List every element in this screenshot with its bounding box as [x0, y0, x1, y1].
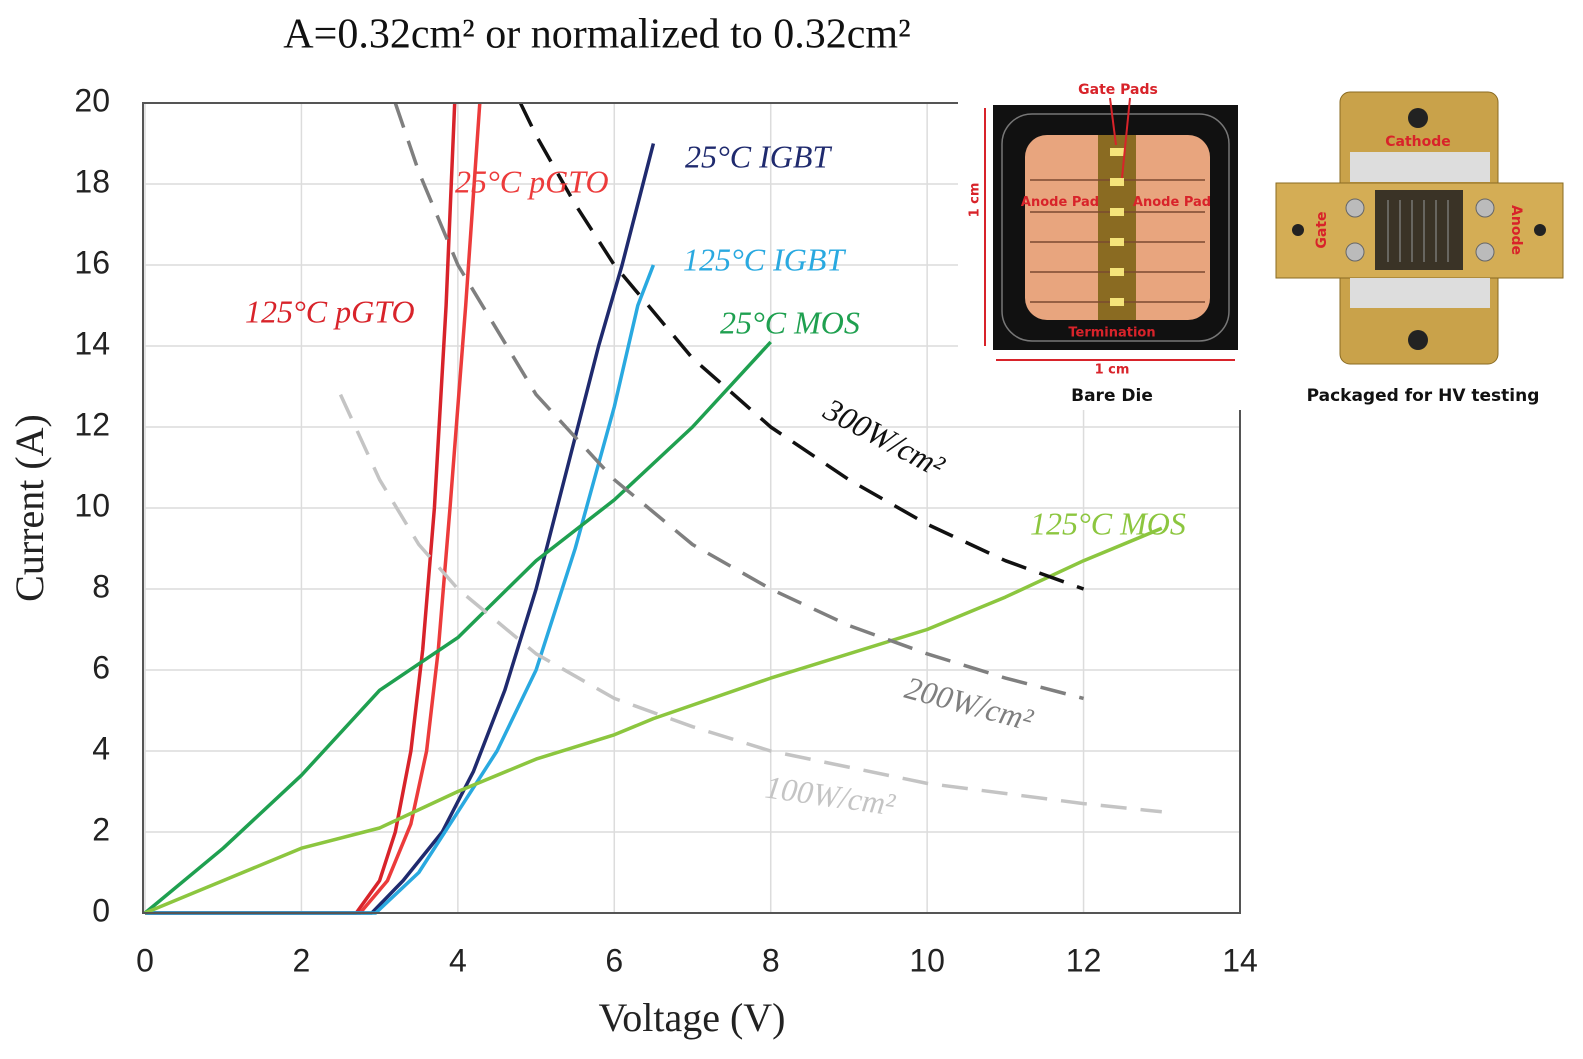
- y-tick-label: 2: [92, 811, 110, 847]
- label-anode-left: Anode Pad: [1021, 195, 1099, 210]
- y-tick-label: 20: [74, 82, 110, 118]
- label-scale-h: 1 cm: [1095, 363, 1130, 378]
- series-line: [393, 102, 1085, 701]
- series-line: [145, 102, 457, 915]
- x-tick-label: 12: [1066, 942, 1102, 978]
- y-tick-label: 14: [74, 325, 110, 361]
- label-text: Anode Pad: [1133, 195, 1211, 210]
- grid: [144, 102, 1241, 914]
- y-tick-label: 18: [74, 163, 110, 199]
- series-line: [145, 143, 656, 915]
- x-tick-label: 0: [136, 942, 154, 978]
- x-tick-label: 10: [909, 942, 945, 978]
- gate-strip: [1098, 135, 1136, 320]
- series-line: [518, 102, 1085, 591]
- y-tick-label: 6: [92, 649, 110, 685]
- bond-wires: [1387, 200, 1449, 262]
- y-axis-label: Current (A): [7, 414, 52, 602]
- label-gate: Gate: [1314, 211, 1330, 248]
- plot-lines: [143, 102, 1163, 915]
- x-tick-label: 4: [449, 942, 467, 978]
- label-gate-pads: Gate Pads: [1078, 82, 1158, 98]
- x-tick-label: 8: [762, 942, 780, 978]
- series-line: [338, 393, 1162, 814]
- series-label: 25°C MOS: [720, 304, 860, 340]
- screws: [1292, 108, 1546, 350]
- chart-title: A=0.32cm² or normalized to 0.32cm²: [283, 12, 910, 58]
- series-label: 125°C MOS: [1030, 505, 1186, 541]
- y-tick-label: 4: [92, 730, 110, 766]
- series-line: [145, 102, 482, 915]
- y-tick-label: 16: [74, 244, 110, 280]
- insulator-top: [1350, 152, 1490, 182]
- gate-pads: [1110, 148, 1124, 306]
- die-ring: [1001, 113, 1230, 342]
- plot-frame: [142, 102, 1241, 914]
- label-anode: Anode: [1508, 205, 1524, 255]
- x-tick-label: 14: [1222, 942, 1258, 978]
- series-label: 25°C IGBT: [685, 138, 832, 174]
- series-line: [143, 340, 772, 915]
- x-tick-label: 2: [293, 942, 311, 978]
- series-label: 100W/cm²: [763, 769, 899, 823]
- label-anode-right: Anode Pad: [1133, 195, 1211, 210]
- series-label: 200W/cm²: [901, 669, 1038, 738]
- package-image: Cathode Gate Anode Packaged for HV testi…: [1275, 91, 1564, 406]
- label-termination: Termination: [1068, 326, 1155, 341]
- annotation-arrows: [984, 97, 1235, 361]
- y-tick-label: 8: [92, 568, 110, 604]
- caption-bare-die: Bare Die: [1071, 386, 1153, 406]
- y-tick-label: 10: [74, 487, 110, 523]
- series-line: [144, 526, 1163, 915]
- insulator-bottom: [1350, 278, 1490, 308]
- bare-die-image: Gate Pads 1 cm Anode Pad Anode Pad Termi…: [958, 80, 1248, 410]
- y-tick-label: 12: [74, 406, 110, 442]
- label-text: Anode Pad: [1021, 195, 1099, 210]
- series-label: 25°C pGTO: [455, 163, 609, 199]
- x-tick-label: 6: [605, 942, 623, 978]
- bolts: [1345, 198, 1495, 262]
- series-label: 125°C pGTO: [245, 293, 415, 329]
- x-axis-label: Voltage (V): [599, 995, 786, 1040]
- label-cathode: Cathode: [1385, 134, 1451, 150]
- series-label: 125°C IGBT: [683, 241, 846, 277]
- caption-package: Packaged for HV testing: [1307, 386, 1540, 406]
- y-tick-label: 0: [92, 892, 110, 928]
- label-scale-v: 1 cm: [968, 183, 983, 218]
- series-line: [145, 264, 656, 915]
